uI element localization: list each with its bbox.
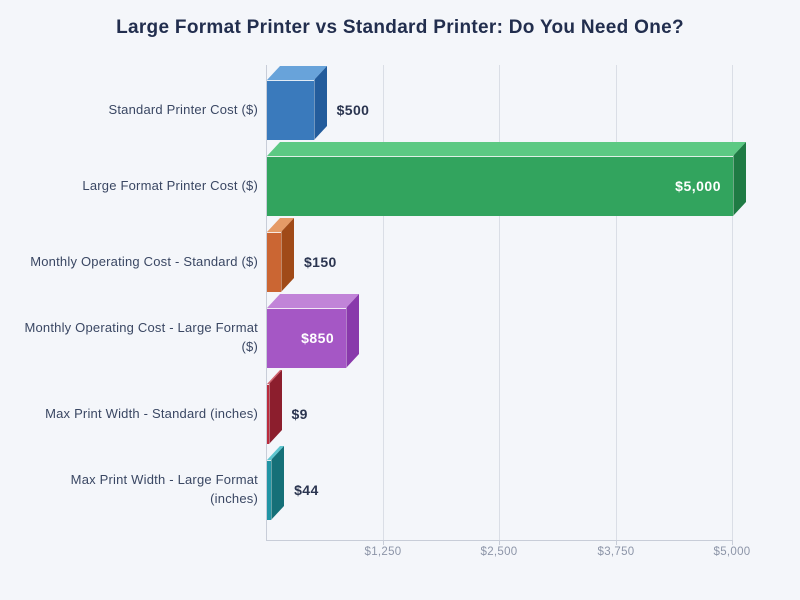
chart-title: Large Format Printer vs Standard Printer… xyxy=(116,17,684,38)
bar-side-face xyxy=(733,142,746,216)
category-label: Max Print Width - Standard (inches) xyxy=(4,384,258,444)
category-label-line: Max Print Width - Large Format xyxy=(70,472,258,488)
bar-front xyxy=(267,80,314,140)
axis-tick xyxy=(499,540,500,545)
bar-side-face xyxy=(280,218,294,292)
bar-value-label: $150 xyxy=(303,254,337,270)
bar-side-face xyxy=(346,294,360,368)
bar-value-label: $850 xyxy=(301,330,335,346)
category-label-line: Max Print Width - Standard (inches) xyxy=(45,405,258,421)
category-label-line: Monthly Operating Cost - Standard ($) xyxy=(30,253,258,269)
axis-tick xyxy=(732,540,733,545)
bar-front xyxy=(267,232,281,292)
x-tick-label: $5,000 xyxy=(713,546,751,558)
x-tick-label: $3,750 xyxy=(597,546,635,558)
category-label: Large Format Printer Cost ($) xyxy=(4,156,258,216)
gridline xyxy=(499,65,500,540)
category-label: Max Print Width - Large Format (inches) xyxy=(4,460,258,520)
x-tick-label: $2,500 xyxy=(480,546,518,558)
axis-tick xyxy=(383,540,384,545)
bar-value-label: $500 xyxy=(336,102,370,118)
bar-side-face xyxy=(313,66,327,140)
bar-top-face xyxy=(267,142,747,156)
bar-side-face xyxy=(268,370,282,444)
gridline xyxy=(732,65,733,540)
category-label-line: Monthly Operating Cost - Large Format xyxy=(24,320,258,336)
bar-top-face xyxy=(267,294,360,308)
x-tick-label: $1,250 xyxy=(364,546,402,558)
bar-front xyxy=(267,384,269,444)
bar-value-label: $5,000 xyxy=(675,178,721,194)
bar-value-label: $9 xyxy=(291,406,308,422)
category-label: Standard Printer Cost ($) xyxy=(4,80,258,140)
category-label: Monthly Operating Cost - Large Format ($) xyxy=(4,308,258,368)
bar-value-label: $44 xyxy=(294,482,319,498)
y-axis-line xyxy=(266,65,267,540)
bar-front xyxy=(267,308,347,368)
gridline xyxy=(616,65,617,540)
bar-front xyxy=(267,156,733,216)
gridline xyxy=(383,65,384,540)
bar-side-face xyxy=(271,446,285,520)
category-label-line: Large Format Printer Cost ($) xyxy=(82,177,258,193)
category-label: Monthly Operating Cost - Standard ($) xyxy=(4,232,258,292)
bar-front xyxy=(267,460,272,520)
axis-tick xyxy=(616,540,617,545)
category-label-line: Standard Printer Cost ($) xyxy=(108,101,258,117)
category-label-line: ($) xyxy=(241,339,258,354)
category-label-line: (inches) xyxy=(210,491,258,506)
